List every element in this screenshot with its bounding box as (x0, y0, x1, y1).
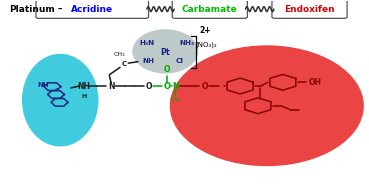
Text: O: O (201, 82, 208, 91)
Text: 2+: 2+ (199, 26, 211, 35)
Text: NH: NH (77, 82, 90, 91)
Text: CH₃: CH₃ (113, 52, 125, 57)
Text: NH: NH (142, 58, 155, 64)
Ellipse shape (22, 54, 99, 146)
Text: Endoxifen: Endoxifen (284, 5, 335, 14)
Text: O: O (164, 65, 170, 74)
Ellipse shape (170, 45, 364, 166)
Ellipse shape (132, 29, 198, 74)
Text: O: O (145, 82, 152, 91)
FancyBboxPatch shape (272, 0, 347, 18)
Text: OH: OH (308, 78, 321, 87)
Text: N: N (108, 82, 114, 91)
FancyBboxPatch shape (36, 0, 149, 18)
Text: O: O (163, 82, 170, 91)
Text: (NO₃)₂: (NO₃)₂ (196, 41, 217, 47)
Text: –: – (57, 5, 62, 14)
Text: ·: · (162, 44, 165, 54)
Text: NH₃: NH₃ (180, 40, 195, 46)
Text: Cl: Cl (175, 58, 183, 64)
Text: Carbamate: Carbamate (182, 5, 238, 14)
Text: CH₃: CH₃ (169, 97, 181, 102)
Text: Acridine: Acridine (71, 5, 113, 14)
Text: N: N (172, 82, 179, 91)
Text: ·: · (162, 50, 165, 60)
Text: H₃N: H₃N (139, 40, 155, 46)
FancyBboxPatch shape (172, 0, 247, 18)
Text: NH: NH (37, 81, 49, 88)
Text: Pt: Pt (160, 48, 169, 57)
Text: ≡: ≡ (54, 86, 59, 91)
Text: Platinum: Platinum (9, 5, 55, 14)
Text: C: C (122, 61, 127, 67)
Text: H: H (82, 94, 87, 99)
